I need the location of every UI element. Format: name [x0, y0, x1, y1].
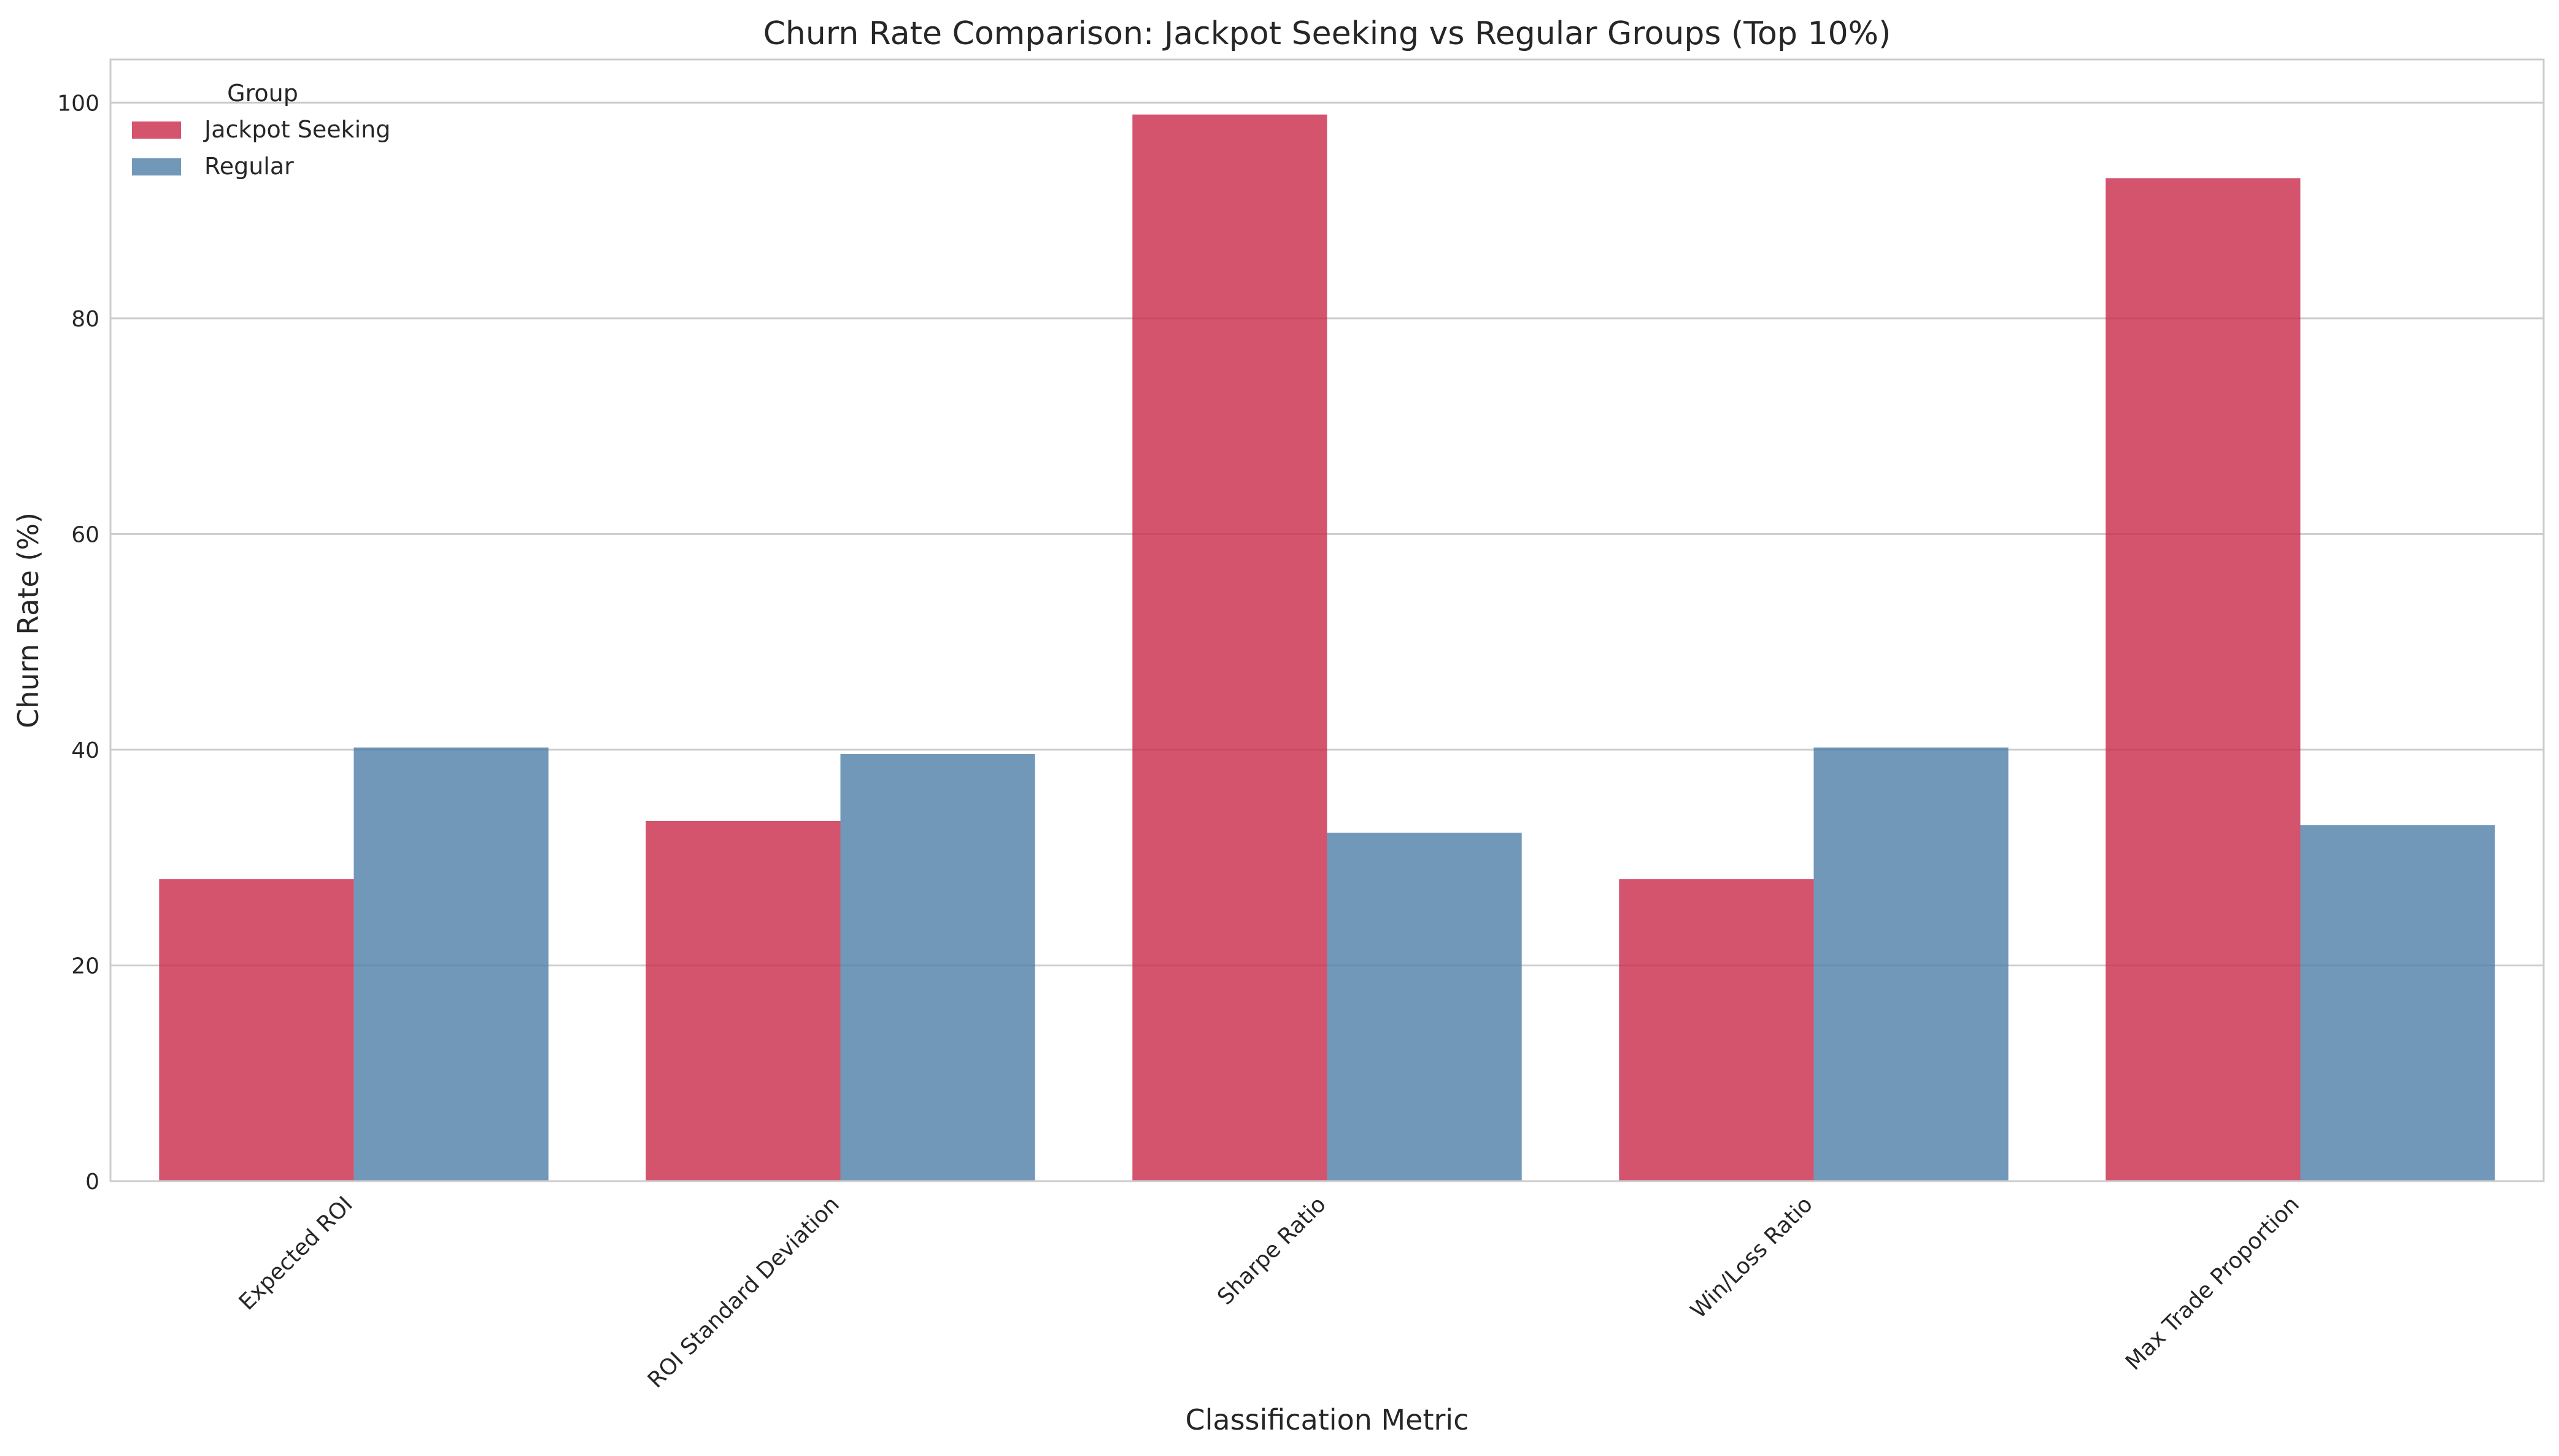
y-axis-label: Churn Rate (%): [12, 512, 45, 728]
legend-title: Group: [227, 80, 298, 107]
bar-jackpot-seeking-expected-roi: [159, 879, 354, 1181]
bar-regular-max-trade-proportion: [2300, 825, 2495, 1181]
bar-regular-expected-roi: [353, 747, 549, 1181]
legend-label-jackpot-seeking: Jackpot Seeking: [203, 116, 390, 143]
legend-label-regular: Regular: [204, 153, 294, 180]
bar-jackpot-seeking-max-trade-proportion: [2105, 178, 2301, 1181]
bar-regular-sharpe-ratio: [1327, 833, 1522, 1181]
bar-jackpot-seeking-win-loss-ratio: [1619, 879, 1814, 1181]
bar-regular-roi-standard-deviation: [840, 753, 1035, 1181]
y-tick-label: 60: [71, 522, 99, 547]
y-axis-ticks: 0 20 40 60 80 100: [57, 91, 99, 1195]
plot-frame: [109, 58, 2545, 1182]
x-axis-label: Classification Metric: [1186, 1403, 1469, 1436]
y-tick-label: 40: [71, 738, 99, 763]
y-tick-label: 0: [85, 1169, 99, 1195]
legend: Group Jackpot Seeking Regular: [132, 80, 390, 180]
bar-regular-win-loss-ratio: [1813, 747, 2009, 1181]
y-tick-label: 80: [71, 307, 99, 332]
legend-swatch-regular: [132, 158, 181, 175]
bars: [159, 114, 2495, 1181]
y-tick-label: 20: [71, 953, 99, 979]
chart-title: Churn Rate Comparison: Jackpot Seeking v…: [763, 15, 1891, 52]
legend-swatch-jackpot-seeking: [132, 121, 181, 139]
y-tick-label: 100: [57, 91, 99, 116]
bar-jackpot-seeking-sharpe-ratio: [1132, 114, 1327, 1181]
bar-jackpot-seeking-roi-standard-deviation: [646, 820, 841, 1181]
